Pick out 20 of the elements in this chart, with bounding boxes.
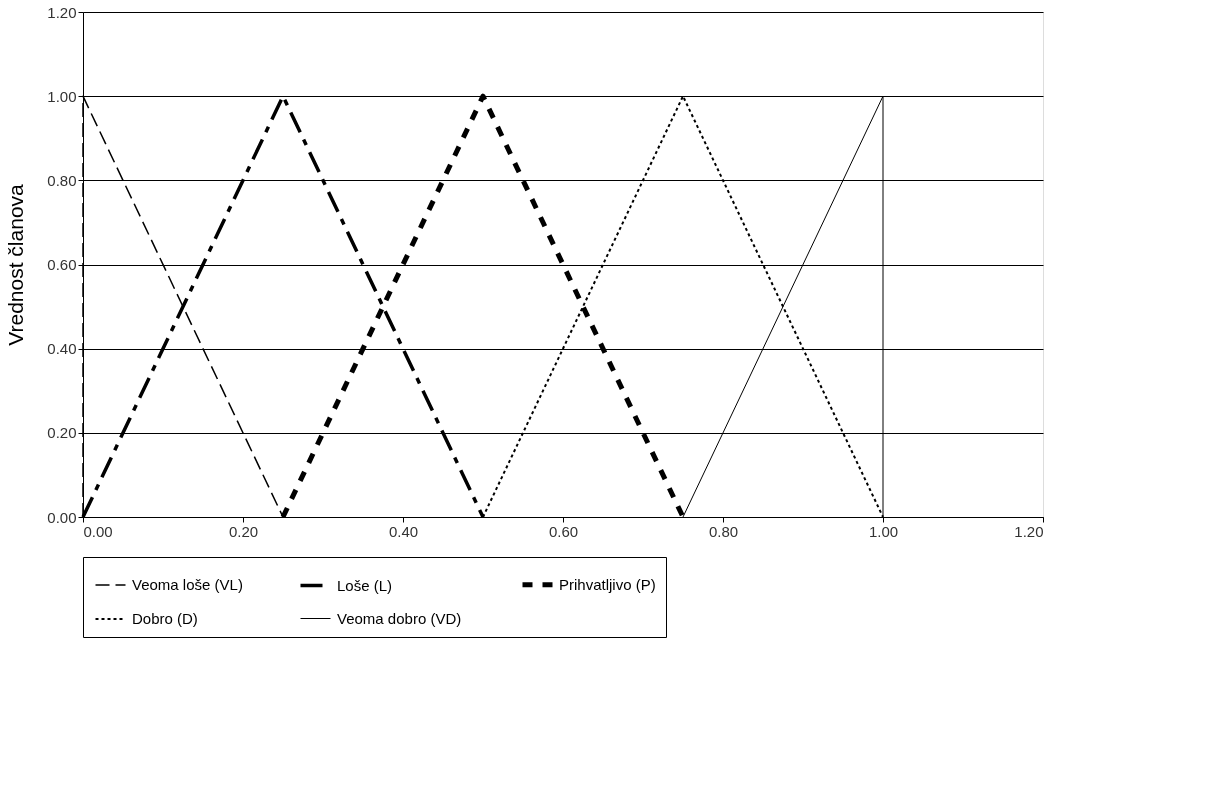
x-tick-label: 0.20: [228, 522, 259, 540]
x-tick-label: 0.40: [388, 522, 419, 540]
x-tick-label: 1.20: [1014, 522, 1044, 540]
y-axis-title: Vrednost članova: [4, 183, 28, 346]
x-tick-label: 0.60: [548, 522, 579, 540]
y-tick-label: 0.00: [47, 508, 77, 526]
legend-label: Veoma dobro (VD): [337, 609, 462, 627]
y-tick-label: 0.40: [47, 340, 77, 358]
y-tick-label: 0.80: [47, 171, 77, 189]
x-tick-label: 1.00: [868, 522, 899, 540]
x-tick-label: 0.80: [708, 522, 739, 540]
legend-label: Loše (L): [337, 576, 393, 594]
legend-label: Prihvatljivo (P): [559, 575, 656, 593]
x-tick-label: 0.00: [83, 522, 113, 540]
y-tick-label: 0.60: [47, 256, 77, 273]
y-tick-label: 0.20: [47, 424, 77, 442]
legend-label: Veoma loše (VL): [132, 576, 243, 593]
y-tick-label: 1.20: [47, 3, 77, 21]
legend-label: Dobro (D): [132, 610, 198, 627]
y-tick-label: 1.00: [47, 87, 77, 105]
